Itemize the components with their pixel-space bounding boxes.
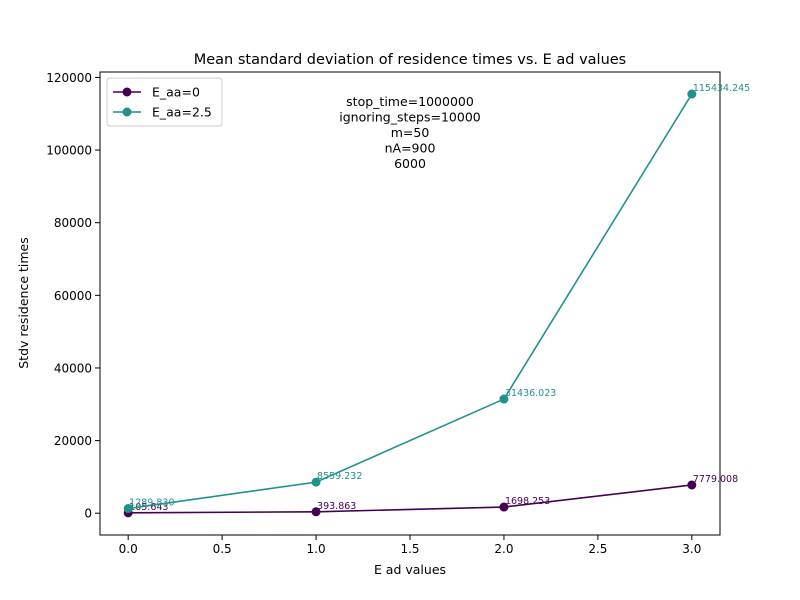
legend-box <box>106 77 223 127</box>
data-point <box>687 89 697 99</box>
annotation-line: 6000 <box>394 156 426 171</box>
x-tick-label: 2.0 <box>494 542 513 556</box>
x-tick-label: 1.0 <box>307 542 326 556</box>
y-tick-label: 120000 <box>46 71 92 85</box>
data-point <box>687 480 697 490</box>
y-tick-label: 60000 <box>54 289 92 303</box>
data-point <box>311 477 321 487</box>
data-label: 393.863 <box>317 501 356 512</box>
data-label: 1698.253 <box>505 496 550 507</box>
plot-area: 0.0 0.5 1.0 1.5 2.0 2.5 3.0 0 20000 40000 60000 800… <box>46 71 750 556</box>
data-point <box>123 504 133 514</box>
data-label: 7779.008 <box>693 474 738 485</box>
y-axis-label: Stdv residence times <box>16 237 31 369</box>
y-tick-label: 100000 <box>46 144 92 158</box>
run-parameters-annotation: stop_time=1000000ignoring_steps=10000m=5… <box>339 94 481 171</box>
y-tick-label: 40000 <box>54 361 92 375</box>
data-point <box>499 394 509 404</box>
annotation-line: ignoring_steps=10000 <box>339 110 481 125</box>
data-point <box>499 502 509 512</box>
x-tick-label: 0.0 <box>119 542 138 556</box>
data-label: 8559.232 <box>317 471 362 482</box>
legend-label: E_aa=2.5 <box>152 105 212 120</box>
data-label: 1289.830 <box>129 498 174 509</box>
data-label: 31436.023 <box>505 388 556 399</box>
x-tick-label: 1.5 <box>400 542 419 556</box>
series-line-2 <box>128 93 693 510</box>
annotation-line: m=50 <box>391 125 430 140</box>
chart-title: Mean standard deviation of residence tim… <box>194 52 627 68</box>
legend-marker <box>122 87 132 97</box>
data-label: 115434.245 <box>693 83 750 94</box>
y-tick-label: 80000 <box>54 216 92 230</box>
data-label: 105.643 <box>129 502 168 513</box>
data-point <box>311 507 321 517</box>
x-axis-label: E ad values <box>374 562 446 577</box>
annotation-line: nA=900 <box>385 141 436 156</box>
series-line-1 <box>128 484 692 514</box>
annotation-line: stop_time=1000000 <box>346 94 474 109</box>
y-tick-label: 0 <box>84 507 92 521</box>
legend: E_aa=0 E_aa=2.5 <box>106 77 223 127</box>
y-tick-label: 20000 <box>54 434 92 448</box>
x-tick-label: 3.0 <box>682 542 701 556</box>
x-tick-label: 2.5 <box>588 542 607 556</box>
legend-marker <box>122 107 132 117</box>
x-tick-label: 0.5 <box>213 542 232 556</box>
legend-label: E_aa=0 <box>152 85 200 100</box>
